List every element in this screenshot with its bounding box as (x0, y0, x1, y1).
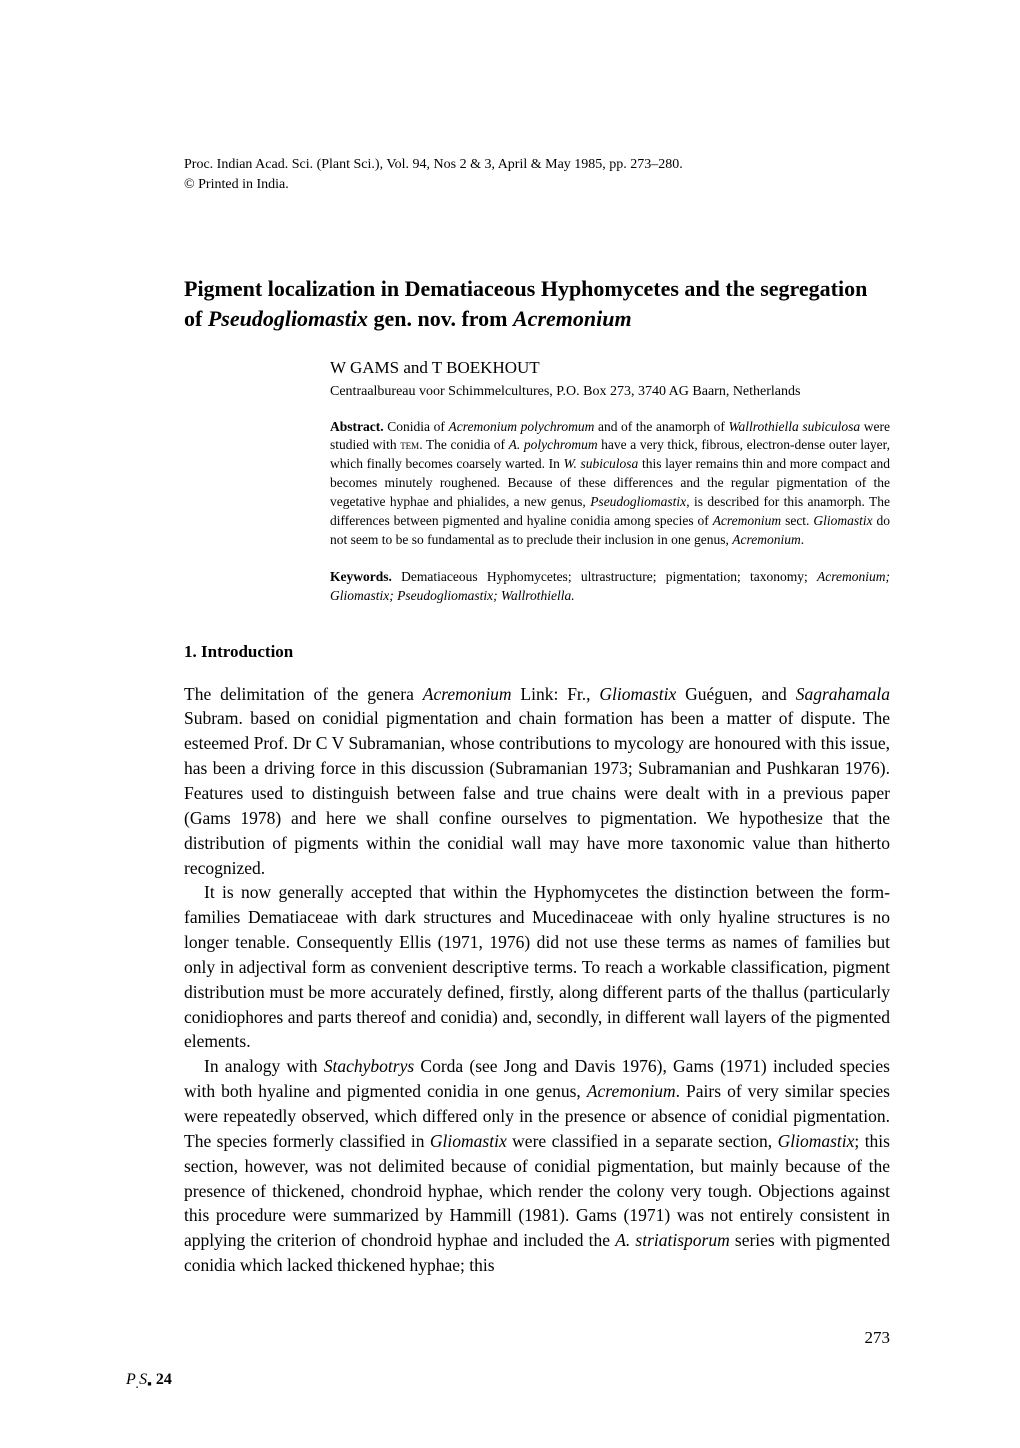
abstract-i1: Acremonium polychromum (448, 419, 594, 434)
section-1-heading: 1. Introduction (184, 642, 890, 662)
title-italic1: Pseudogliomastix (208, 306, 368, 331)
abstract-t4: . The conidia of (419, 437, 508, 452)
abstract-sc: tem (400, 438, 419, 452)
p1-t1: The delimitation of the genera (184, 684, 423, 704)
abstract-i8: Acremonium (732, 532, 800, 547)
keywords-block: Keywords. Dematiaceous Hyphomycetes; ult… (330, 568, 890, 606)
authors-section: W GAMS and T BOEKHOUT Centraalbureau voo… (184, 358, 890, 606)
footer-prefix: P (126, 1371, 136, 1388)
abstract-label: Abstract. (330, 419, 384, 434)
abstract-i7: Gliomastix (813, 513, 872, 528)
citation-block: Proc. Indian Acad. Sci. (Plant Sci.), Vo… (184, 155, 890, 194)
page-number: 273 (865, 1328, 891, 1348)
citation-line1: Proc. Indian Acad. Sci. (Plant Sci.), Vo… (184, 157, 683, 172)
abstract-t10: . (801, 532, 804, 547)
paragraph-2: It is now generally accepted that within… (184, 880, 890, 1054)
paragraph-1: The delimitation of the genera Acremoniu… (184, 682, 890, 881)
abstract-t1: Conidia of (384, 419, 449, 434)
p3-t1: In analogy with (204, 1056, 324, 1076)
abstract-t2: and of the anamorph of (594, 419, 728, 434)
p1-i2: Gliomastix (599, 684, 676, 704)
abstract-i5: Pseudogliomastix (590, 494, 686, 509)
footer-num: 24 (152, 1371, 172, 1388)
footer-mark: P.S▪ 24 (126, 1371, 172, 1392)
footer-mid: S (139, 1371, 147, 1388)
abstract-i6: Acremonium (713, 513, 781, 528)
paragraph-3: In analogy with Stachybotrys Corda (see … (184, 1054, 890, 1278)
abstract-block: Abstract. Conidia of Acremonium polychro… (330, 418, 890, 550)
keywords-text: Dematiaceous Hyphomycetes; ultrastructur… (392, 569, 817, 584)
p1-t3: Guéguen, and (676, 684, 795, 704)
p3-i5: A. striatisporum (615, 1230, 730, 1250)
p3-t4: were classified in a separate section, (507, 1131, 778, 1151)
abstract-t8: sect. (781, 513, 813, 528)
article-title: Pigment localization in Dematiaceous Hyp… (184, 274, 890, 333)
p3-i4: Gliomastix (778, 1131, 855, 1151)
abstract-i4: W. subiculosa (564, 456, 639, 471)
authors: W GAMS and T BOEKHOUT (330, 358, 890, 378)
affiliation: Centraalbureau voor Schimmelcultures, P.… (330, 384, 890, 400)
title-part2: gen. nov. from (368, 306, 513, 331)
abstract-i3: A. polychromum (509, 437, 598, 452)
p1-t4: Subram. based on conidial pigmentation a… (184, 708, 890, 877)
citation-line2: © Printed in India. (184, 177, 289, 192)
p1-i1: Acremonium (423, 684, 512, 704)
body-text: The delimitation of the genera Acremoniu… (184, 682, 890, 1278)
abstract-i2: Wallrothiella subiculosa (729, 419, 861, 434)
p1-i3: Sagrahamala (796, 684, 890, 704)
p1-t2: Link: Fr., (512, 684, 600, 704)
p3-i1: Stachybotrys (324, 1056, 414, 1076)
p3-i3: Gliomastix (430, 1131, 507, 1151)
title-italic2: Acremonium (513, 306, 632, 331)
p3-i2: Acremonium (587, 1081, 676, 1101)
keywords-label: Keywords. (330, 569, 392, 584)
